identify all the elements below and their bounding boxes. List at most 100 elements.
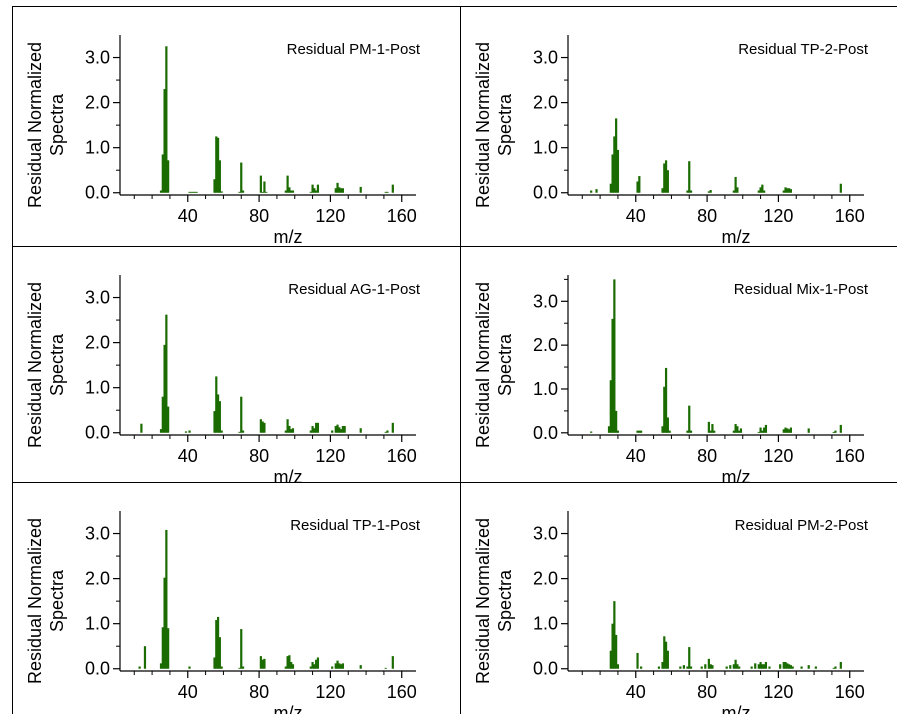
chart-panel: 40 80 120 160 0.0 1.0 2.0 3.0 m/z Residual Normal… <box>12 6 461 247</box>
bar <box>732 430 735 433</box>
bar <box>759 427 762 433</box>
y-tick-label: 1.0 <box>85 378 110 398</box>
bar <box>263 422 266 433</box>
x-tick-label: 40 <box>626 682 646 702</box>
bar <box>636 181 639 193</box>
bar <box>686 190 689 193</box>
y-axis-label: Residual Normalized Spectra <box>25 42 67 208</box>
chart-title: Residual AG-1-Post <box>288 281 421 298</box>
bar <box>738 666 741 669</box>
chart-title: Residual PM-2-Post <box>735 517 869 534</box>
x-tick-label: 120 <box>315 446 345 466</box>
bar <box>761 664 764 669</box>
bar <box>736 426 739 433</box>
chart-svg: 40 80 120 160 0.0 1.0 2.0 3.0 m/z Residual Normal… <box>25 275 421 483</box>
bar <box>611 154 614 193</box>
bar <box>240 162 243 193</box>
bar <box>666 650 669 669</box>
bar <box>338 663 341 669</box>
bar <box>784 427 787 433</box>
bar <box>309 666 312 669</box>
bar <box>165 529 168 669</box>
bar <box>288 655 291 669</box>
bar <box>782 429 785 433</box>
bar <box>259 656 262 669</box>
bar <box>286 656 289 669</box>
bar <box>340 664 343 669</box>
bar-series <box>590 118 842 193</box>
bar <box>663 386 666 433</box>
bar <box>661 661 664 669</box>
bar <box>316 184 320 193</box>
bar <box>607 426 611 433</box>
bar <box>188 666 191 669</box>
y-axis-label-line: Spectra <box>495 93 515 156</box>
bar <box>216 394 220 433</box>
bar <box>616 430 620 433</box>
bar <box>161 627 164 669</box>
bar <box>331 666 334 669</box>
bar <box>664 160 668 193</box>
bar <box>213 179 216 193</box>
bar <box>192 191 195 193</box>
bar <box>163 577 166 669</box>
bar <box>789 665 792 669</box>
chart-title: Residual PM-1-Post <box>287 41 421 58</box>
bar <box>195 191 198 193</box>
bar <box>311 184 314 193</box>
bar <box>638 430 641 433</box>
chart-title: Residual TP-2-Post <box>738 41 869 58</box>
y-tick-label: 0.0 <box>85 659 110 679</box>
bar <box>241 666 245 669</box>
bar <box>688 647 691 669</box>
y-tick-label: 3.0 <box>533 48 558 68</box>
x-tick-label: 80 <box>249 446 269 466</box>
bar <box>336 424 339 433</box>
bar <box>290 190 293 193</box>
bar <box>689 430 693 433</box>
bar <box>791 666 794 669</box>
bar-series <box>590 279 842 433</box>
bar <box>188 191 191 193</box>
bar <box>761 184 764 193</box>
bar <box>163 344 166 433</box>
bar <box>161 154 164 193</box>
bar-series <box>159 46 394 193</box>
x-tick-label: 40 <box>626 206 646 226</box>
bar <box>734 659 737 669</box>
chart-panel: 40 80 120 160 0.0 1.0 2.0 3.0 m/z Residual Normal… <box>461 483 897 714</box>
chart-svg: 40 80 120 160 0.0 1.0 2.0 3.0 m/z Residual Normal… <box>473 511 869 714</box>
bar <box>786 188 789 193</box>
bar <box>259 175 262 193</box>
bar <box>311 661 314 669</box>
bar <box>661 426 664 433</box>
bar <box>334 188 337 193</box>
bar <box>782 661 785 669</box>
bar <box>340 188 343 193</box>
bar <box>193 191 196 193</box>
bar <box>688 161 691 193</box>
x-tick-label: 80 <box>697 446 717 466</box>
bar <box>161 396 164 433</box>
bar <box>789 427 792 433</box>
bar <box>686 430 689 433</box>
y-axis-label: Residual Normalized Spectra <box>473 518 515 684</box>
bar <box>309 191 312 193</box>
y-axis-label-line: Residual Normalized <box>25 282 45 448</box>
bar <box>839 424 842 433</box>
bar <box>734 424 737 433</box>
bar <box>761 430 764 433</box>
y-tick-label: 0.0 <box>533 423 558 443</box>
x-axis-label: m/z <box>722 467 751 483</box>
y-axis-label: Residual Normalized Spectra <box>473 42 515 208</box>
bar <box>657 666 661 669</box>
bar <box>386 430 389 433</box>
bar <box>167 160 170 193</box>
y-tick-label: 1.0 <box>533 379 558 399</box>
y-tick-label: 2.0 <box>533 569 558 589</box>
bar <box>218 160 221 193</box>
x-tick-label: 160 <box>835 446 865 466</box>
bar <box>779 664 782 669</box>
bar <box>613 136 616 193</box>
bar <box>757 431 760 433</box>
